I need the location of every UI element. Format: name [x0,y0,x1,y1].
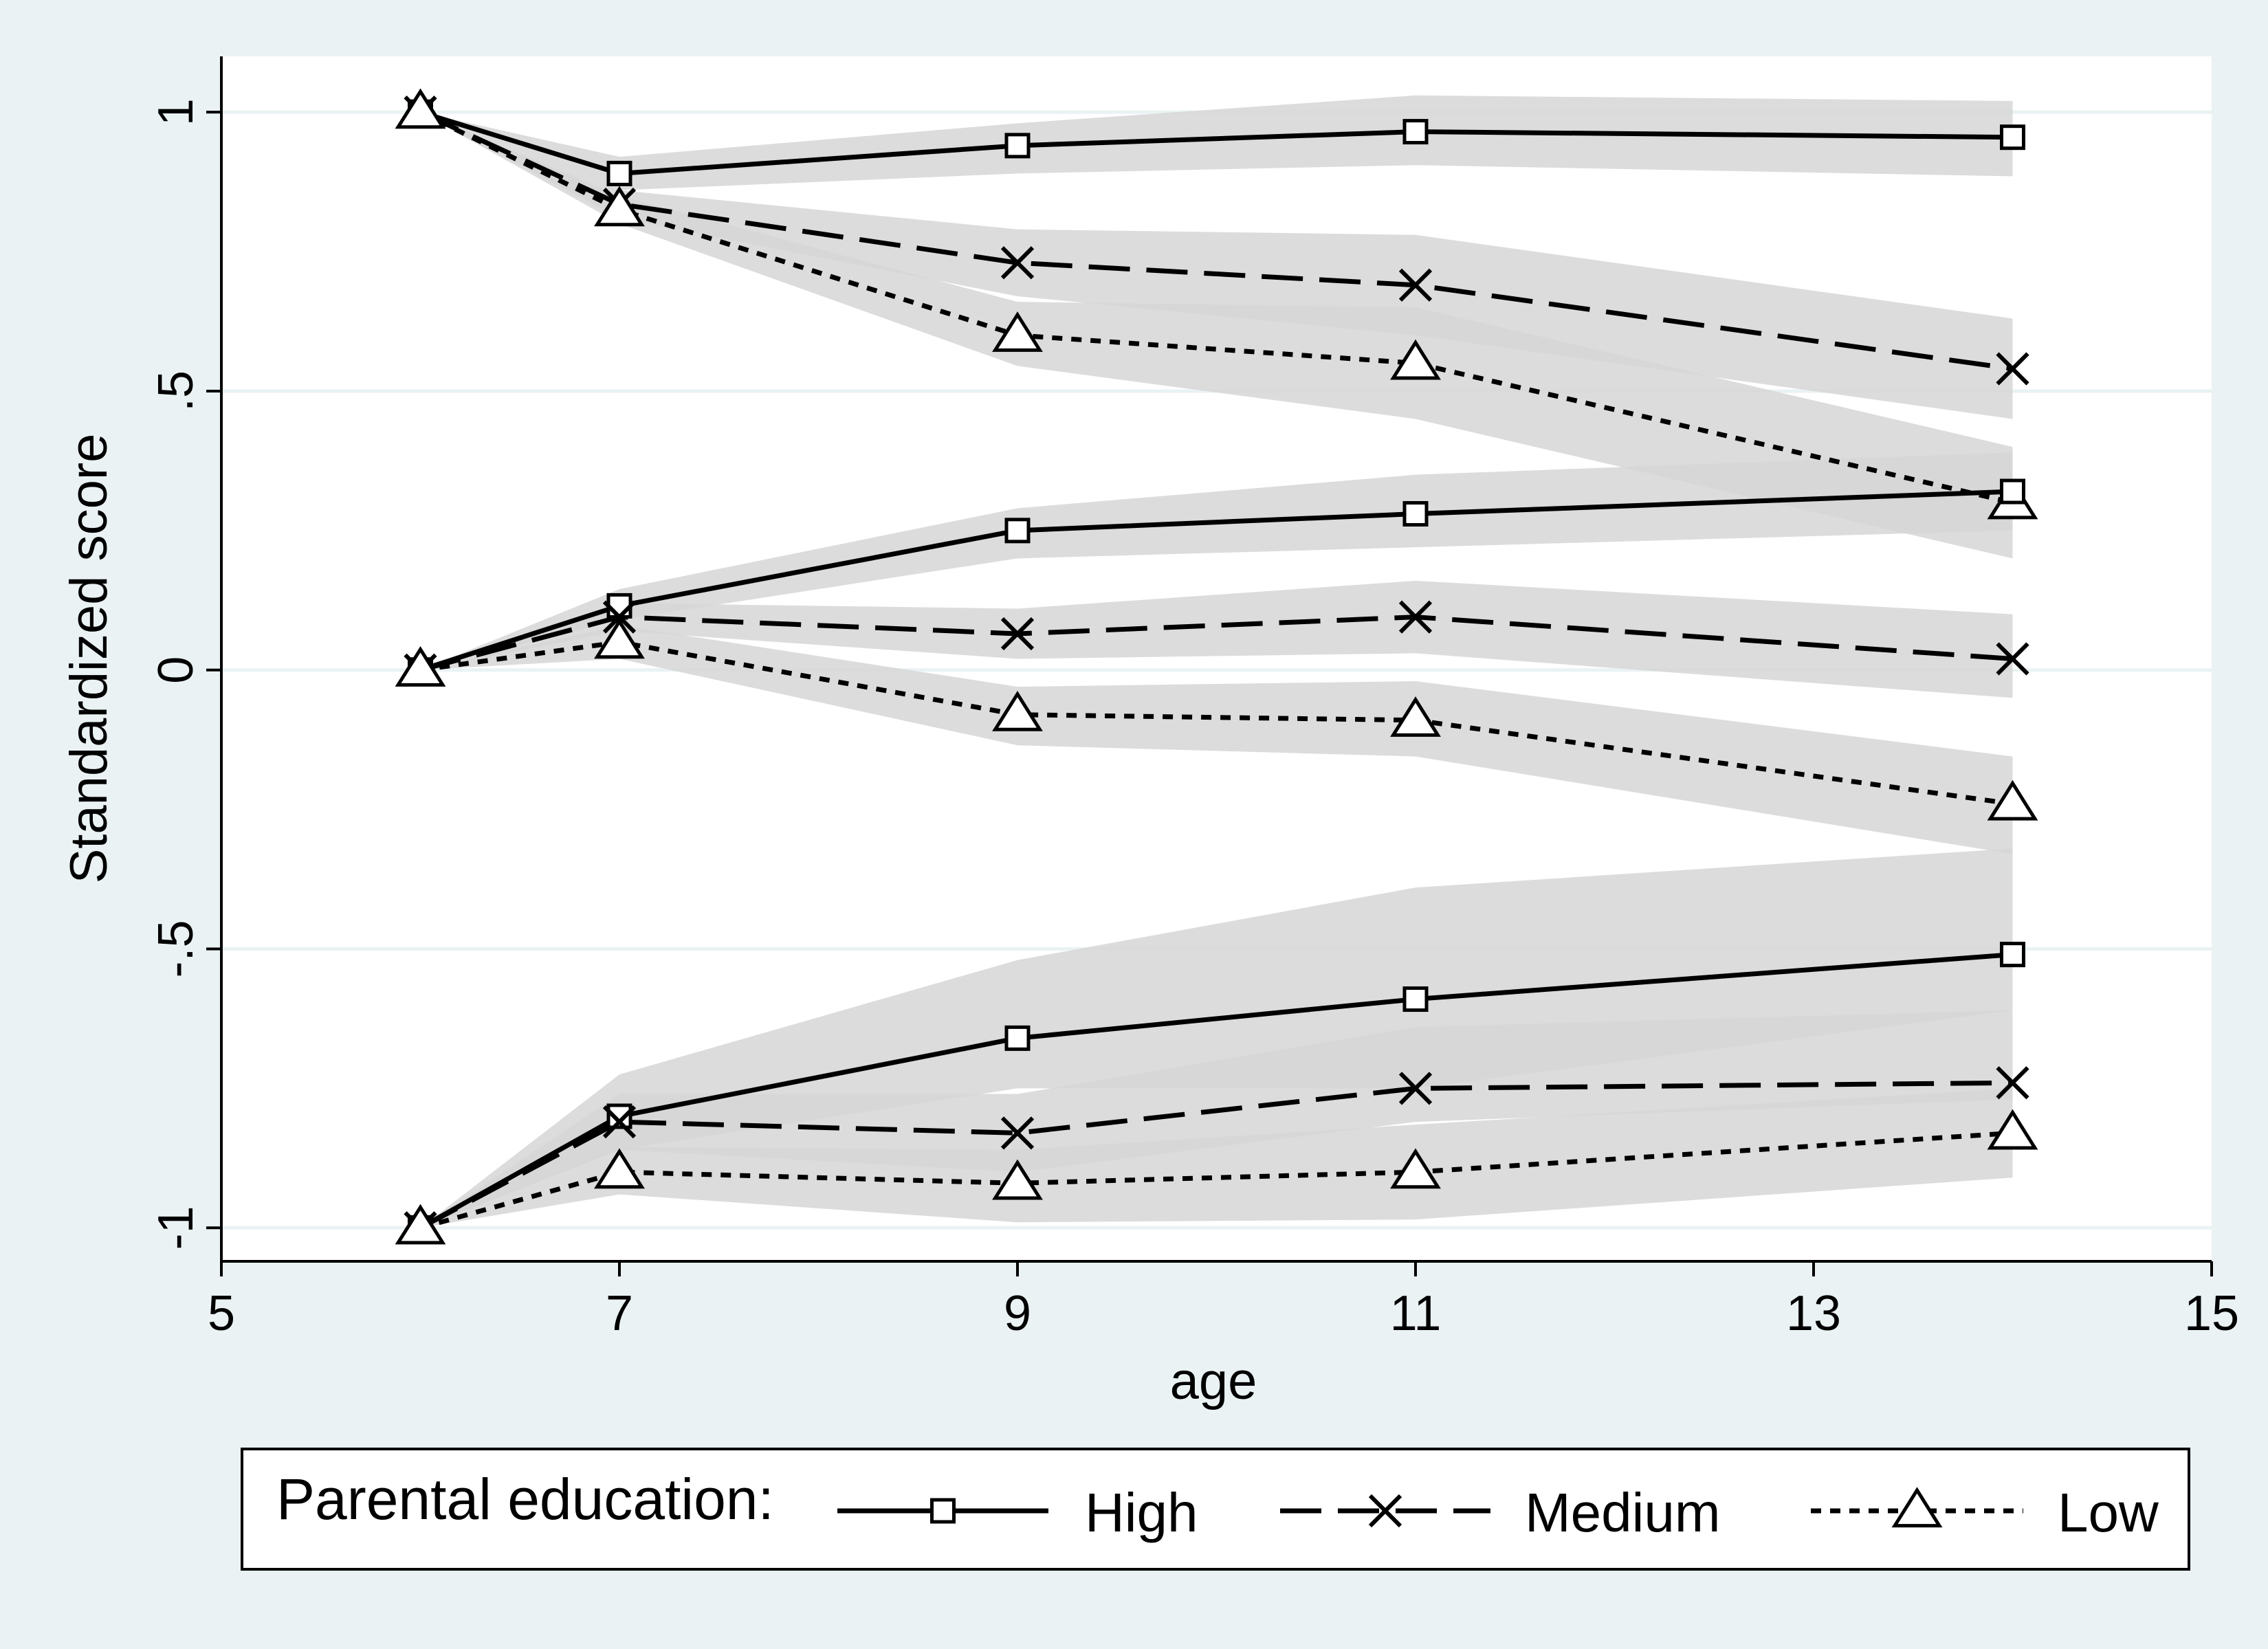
series-middle-medium-point [1398,600,1433,634]
series-middle-low-point [1987,779,2038,821]
series-middle-medium-point [602,600,637,634]
series-bottom-low-point [594,1148,645,1189]
x-axis-title: age [1170,1352,1257,1410]
x-tick-label: 7 [606,1286,633,1341]
marker-stroke [602,600,637,634]
series-top-medium-point [1000,246,1035,280]
series-top-low-point [992,311,1043,352]
series-middle-medium-point [1996,642,2029,676]
marker-stroke [1398,268,1433,302]
marker-stroke [602,1105,637,1139]
series-middle-high-point [1004,518,1031,544]
y-tick-label: -1 [148,1206,203,1250]
series-top-medium-point [1398,268,1433,302]
y-tick-label: 1 [148,98,203,126]
series-top-high-point [2000,124,2025,151]
legend-marker-high [930,1498,956,1524]
series-middle-high-point [606,593,632,619]
series-bottom-low-point [1390,1148,1441,1189]
x-tick-label: 11 [1390,1286,1442,1341]
series-top-low-point [395,88,446,129]
marker-stroke [1000,617,1035,651]
legend: Parental education: High Medium Low [241,1448,2190,1571]
marker-stroke [1996,352,2029,386]
series-top-low-ci-band [420,112,2013,559]
series-bottom-low-point [992,1159,1043,1200]
series-bottom-low-point [1987,1109,2038,1150]
marker-stroke [1000,246,1035,280]
series-top-medium-point [1996,352,2029,386]
series-middle-low-point [992,690,1043,731]
legend-label: High [1085,1482,1198,1543]
legend-title: Parental education: [276,1467,774,1531]
legend-box [241,1448,2190,1571]
series-middle-high-point [1402,500,1429,527]
series-middle-low-point [594,618,645,659]
confidence-bands [420,95,2013,1228]
axes [220,56,2212,1263]
legend-item-medium: Medium [1280,1482,1721,1543]
series-bottom-low-ci-band [420,1088,2013,1228]
series-top-medium-ci-band [420,112,2013,419]
series-bottom-medium-point [602,1105,637,1139]
y-tick-label: .5 [148,370,203,412]
series-top-high-ci-band [420,95,2013,190]
series-bottom-medium-point [1996,1066,2029,1100]
series-middle-medium-point [1000,617,1035,651]
y-axis-title: Standardized score [60,434,118,884]
legend-item-low: Low [1811,1482,2159,1543]
series-top-medium-line [419,109,2013,371]
marker-stroke [1000,1116,1035,1150]
series-middle-low-point [1390,696,1441,737]
legend-item-high: High [837,1482,1198,1543]
series-middle-low-ci-band [420,625,2013,854]
series-bottom-high-point [2000,942,2025,968]
x-tick-label: 9 [1004,1286,1031,1341]
series-bottom-medium-point [1398,1072,1433,1105]
series-bottom-high-point [1004,1025,1031,1051]
series-top-high-point [1402,119,1429,145]
x-tick-label: 5 [208,1286,235,1341]
legend-marker-low [1891,1487,1943,1528]
marker-stroke [1398,600,1433,634]
axis-ticks: -1-.50.515 7 9 11 13 15 [148,98,2239,1341]
series-top-low-point [594,186,645,227]
series-top-high-point [1004,133,1031,159]
legend-label: Medium [1525,1482,1721,1543]
series-middle-low-point [395,646,446,687]
series-bottom-high-ci-band [420,848,2013,1228]
marker-stroke [1996,642,2029,676]
series-top-high-point [606,160,632,186]
series-bottom-low-point [395,1204,446,1245]
series-top-low-point [1390,339,1441,380]
x-tick-label: 13 [1786,1286,1841,1341]
series-middle-high-point [2000,478,2025,505]
series-bottom-medium-line [419,1080,2013,1230]
series-bottom-medium-point [1000,1116,1035,1150]
series-middle-medium-ci-band [420,580,2013,698]
series-bottom-medium-ci-band [420,1010,2013,1228]
series-markers [395,88,2038,1245]
legend-items: High Medium Low [837,1482,2159,1543]
y-tick-label: -.5 [148,920,203,978]
marker-stroke [1368,1494,1402,1528]
legend-marker-medium [1368,1494,1402,1528]
y-tick-label: 0 [148,656,203,684]
series-bottom-high-point [1402,986,1429,1012]
marker-stroke [1398,1072,1433,1105]
x-tick-label: 15 [2184,1286,2239,1341]
legend-label: Low [2058,1482,2159,1543]
marker-stroke [1996,1066,2029,1100]
